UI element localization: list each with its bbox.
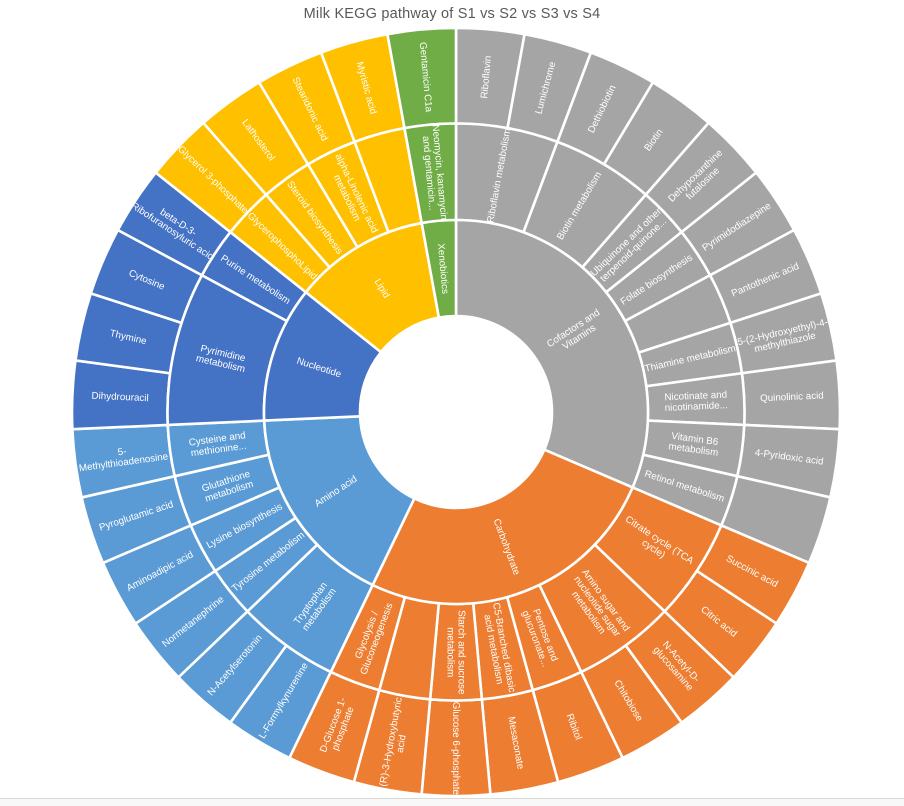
pathway-label: Starch and sucrosemetabolism (445, 610, 467, 695)
compound-label: Quinolinic acid (760, 390, 824, 404)
category-cell[interactable] (454, 218, 650, 489)
compound-label: Dihydrouracil (91, 390, 149, 404)
window-bottom-edge (0, 798, 904, 806)
category-cell[interactable] (371, 448, 634, 606)
compound-label: Riboflavin (479, 55, 494, 99)
category-cell[interactable] (262, 415, 416, 587)
category-label: Xenobiotics (435, 243, 450, 295)
pathway-label: Nicotinate andnicotinamide... (664, 389, 728, 413)
category-cell[interactable] (420, 218, 458, 319)
compound-label: Glucose 6-phosphate (451, 702, 462, 796)
chart-title: Milk KEGG pathway of S1 vs S2 vs S3 vs S… (303, 6, 601, 22)
